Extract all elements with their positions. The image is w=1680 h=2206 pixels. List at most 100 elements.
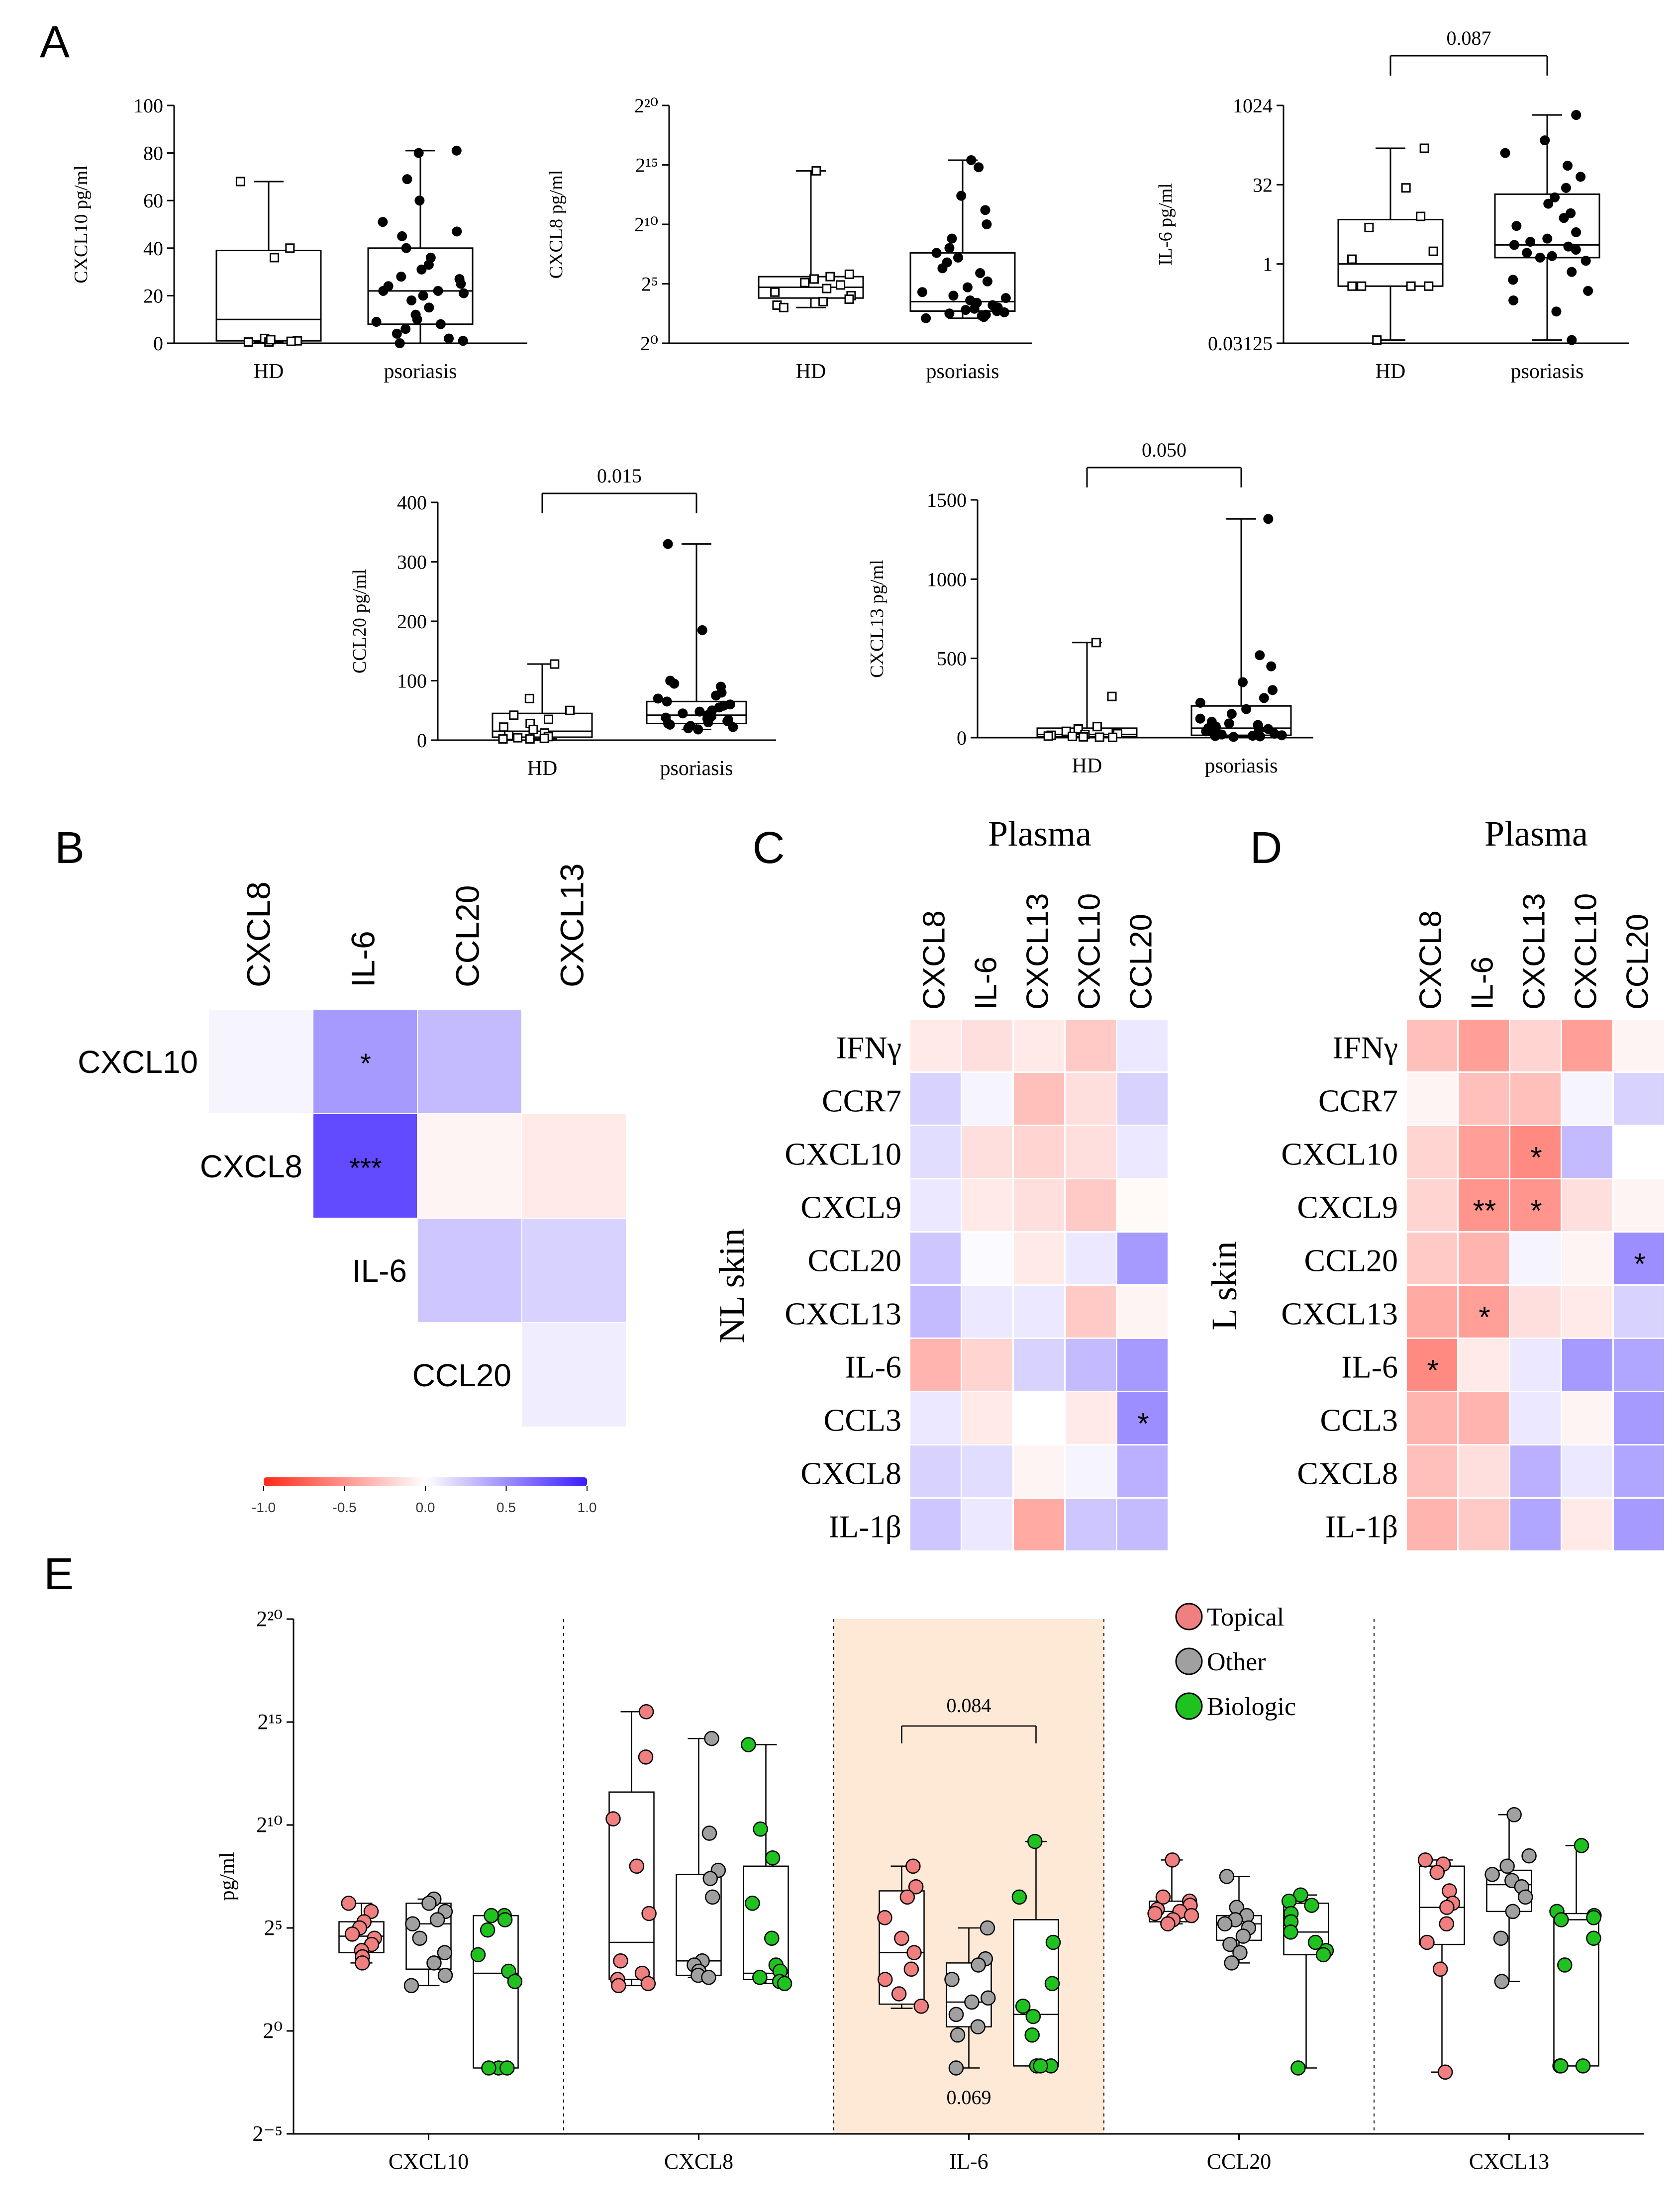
heatmap-cell xyxy=(522,1114,626,1218)
colorbar-tick-label: -0.5 xyxy=(332,1500,356,1515)
box-biologic xyxy=(1281,1887,1334,2076)
data-point xyxy=(937,263,948,274)
data-point xyxy=(1551,306,1562,317)
heatmap-cell xyxy=(1117,1020,1168,1071)
data-point xyxy=(1224,718,1234,729)
heatmap-cell xyxy=(1459,1126,1509,1178)
data-point xyxy=(1542,233,1553,244)
heatmap-cell xyxy=(1117,1339,1168,1391)
data-point xyxy=(429,1912,445,1927)
heatmap-cell xyxy=(910,1020,961,1071)
y-tick-label: 1024 xyxy=(1233,95,1273,117)
heatmap-cell xyxy=(1117,1392,1168,1444)
data-point xyxy=(1267,685,1278,695)
data-point xyxy=(753,1822,768,1837)
data-point xyxy=(1217,1916,1233,1931)
data-point xyxy=(406,295,417,305)
data-point xyxy=(844,269,854,279)
data-point xyxy=(400,324,411,334)
heatmap-cell xyxy=(1407,1233,1457,1284)
box-topical xyxy=(877,1858,929,2014)
colorbar-tick-label: 0.5 xyxy=(496,1500,516,1515)
data-point xyxy=(1092,722,1102,732)
data-point xyxy=(1416,211,1426,221)
heatmap-cell xyxy=(1066,1339,1116,1391)
y-axis-title: IL-6 pg/ml xyxy=(1155,183,1176,266)
heatmap-cell xyxy=(1014,1499,1064,1550)
data-point xyxy=(1184,1908,1199,1923)
data-point xyxy=(653,693,663,704)
y-tick-label: 1500 xyxy=(927,489,967,511)
data-point xyxy=(1232,1945,1248,1960)
y-tick-label: 0.03125 xyxy=(1208,332,1273,355)
data-point xyxy=(905,1858,921,1874)
data-point xyxy=(341,1896,357,1911)
box-iqr xyxy=(473,1915,519,2069)
data-point xyxy=(413,148,424,158)
data-point xyxy=(991,306,1002,316)
data-point xyxy=(1500,148,1510,158)
row-label: CXCL8 xyxy=(1297,1456,1398,1491)
data-point xyxy=(1509,240,1519,250)
column-label: CXCL10 xyxy=(1569,893,1603,1010)
heatmap-cell xyxy=(962,1073,1012,1125)
heatmap-cell xyxy=(1014,1179,1064,1231)
data-point xyxy=(970,2019,986,2034)
heatmap-cell xyxy=(1614,1233,1664,1284)
data-point xyxy=(397,231,407,241)
y-tick-label: 0 xyxy=(153,332,163,355)
heatmap-cell xyxy=(1614,1392,1664,1444)
data-point xyxy=(1493,1930,1509,1946)
x-tick-label: psoriasis xyxy=(660,757,733,780)
heatmap-cell xyxy=(910,1286,961,1338)
data-point xyxy=(1499,1858,1515,1874)
data-point xyxy=(509,710,519,720)
data-point xyxy=(1195,697,1205,708)
column-label: CCL20 xyxy=(1124,914,1158,1010)
heatmap-cell xyxy=(1066,1073,1116,1125)
data-point xyxy=(414,195,425,206)
data-point xyxy=(1259,693,1269,703)
data-point xyxy=(908,1879,924,1895)
heatmap-cell xyxy=(1459,1073,1509,1125)
data-point xyxy=(484,1908,499,1923)
y-axis-title: CXCL8 pg/ml xyxy=(546,170,567,279)
data-point xyxy=(1484,1867,1500,1882)
heatmap-cell xyxy=(1614,1499,1664,1550)
chart-il6: 0.03125 1 32 1024 IL-6 pg/ml HD psoriasis 0.087 xyxy=(1155,27,1629,383)
y-tick-label: 2⁵ xyxy=(264,1916,283,1940)
row-label: CCL20 xyxy=(1304,1243,1398,1278)
box-topical xyxy=(605,1704,657,1994)
y-tick-label: 400 xyxy=(397,491,427,514)
data-point xyxy=(1571,110,1581,120)
data-point xyxy=(513,733,523,743)
data-point xyxy=(266,335,276,345)
heatmap-cell xyxy=(1459,1233,1509,1284)
data-point xyxy=(728,722,738,732)
heatmap-cell xyxy=(522,1323,626,1427)
legend-swatch xyxy=(1175,1647,1203,1675)
heatmap-cell xyxy=(1459,1286,1509,1338)
column-label: CXCL13 xyxy=(1020,893,1055,1010)
data-point xyxy=(1508,295,1519,305)
data-point xyxy=(953,252,963,263)
heatmap-cell xyxy=(313,1114,417,1218)
heatmap-cell xyxy=(962,1179,1012,1231)
heatmap-cell xyxy=(1510,1339,1561,1391)
significance-star: *** xyxy=(349,1152,382,1183)
data-point xyxy=(285,243,295,253)
heatmap-cell xyxy=(1117,1073,1168,1125)
data-point xyxy=(1557,1957,1573,1973)
data-point xyxy=(539,733,549,743)
data-point xyxy=(544,714,554,724)
box-other xyxy=(944,1920,996,2076)
data-point xyxy=(605,1811,621,1826)
data-point xyxy=(948,2060,964,2076)
colorbar-tick-label: -1.0 xyxy=(252,1500,276,1515)
heatmap-cell xyxy=(1407,1073,1457,1125)
data-point xyxy=(950,2027,966,2043)
data-point xyxy=(1228,732,1239,742)
chart-corr_d: Plasma CXCL8 IL-6 CXCL13 CXCL10 CCL20 L skin IF… xyxy=(1204,814,1664,1550)
data-point xyxy=(565,705,575,715)
box-biologic xyxy=(741,1737,792,1992)
